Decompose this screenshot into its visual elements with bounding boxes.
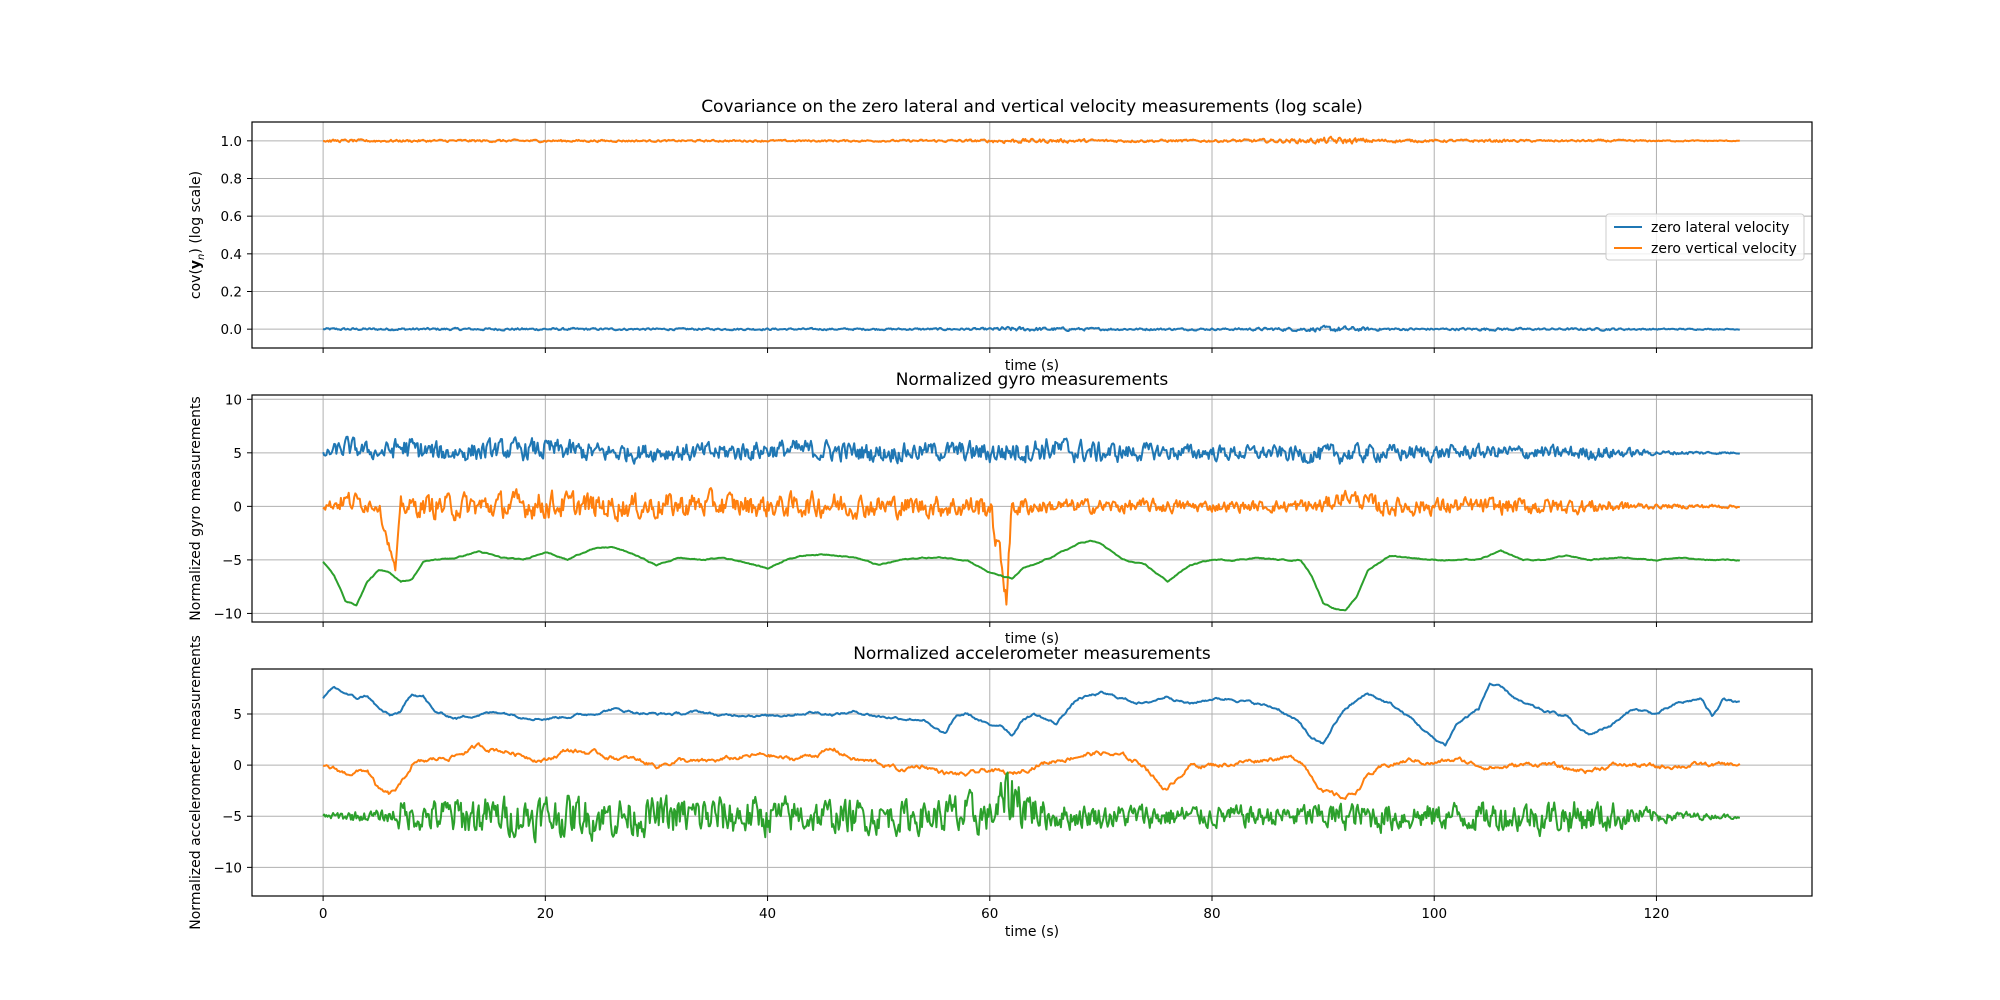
y-tick-label: 5 <box>233 707 242 723</box>
x-tick-label: 20 <box>537 906 554 922</box>
series-line-3 <box>322 771 1741 844</box>
y-tick-label: 0 <box>233 499 242 515</box>
x-tick-label: 100 <box>1421 906 1447 922</box>
legend-entry: zero vertical velocity <box>1651 241 1797 257</box>
y-tick-label: −5 <box>222 809 242 825</box>
y-tick-label: 0.6 <box>221 209 242 225</box>
series-line-2 <box>322 487 1740 606</box>
y-tick-label: 10 <box>225 392 242 408</box>
x-tick-label: 60 <box>981 906 998 922</box>
y-tick-label: 0.0 <box>221 322 242 338</box>
y-tick-label: 0.4 <box>221 247 242 263</box>
axes-frame <box>251 121 1813 349</box>
x-axis-label: time (s) <box>1005 358 1059 374</box>
y-tick-label: 0 <box>233 758 242 774</box>
subplot-title: Normalized accelerometer measurements <box>853 644 1211 664</box>
y-tick-label: 0.2 <box>221 285 242 301</box>
y-tick-label: 0.8 <box>221 172 242 188</box>
legend-entry: zero lateral velocity <box>1651 220 1789 236</box>
subplot-title: Normalized gyro measurements <box>896 370 1169 390</box>
series-line-3 <box>322 539 1741 612</box>
x-tick-label: 40 <box>759 906 776 922</box>
x-tick-label: 0 <box>319 906 328 922</box>
series-line-1 <box>322 324 1740 333</box>
y-tick-label: −10 <box>214 606 243 622</box>
x-axis-label: time (s) <box>1005 924 1059 940</box>
subplot-accelerometer: 0 20 40 60 80 100 120 −10 −5 0 5 Normalized acceler… <box>188 635 1813 940</box>
series-line-2 <box>323 135 1741 145</box>
series-line-2 <box>322 742 1741 800</box>
axes-frame <box>251 668 1813 897</box>
subplot-title: Covariance on the zero lateral and verti… <box>701 97 1363 117</box>
axes-frame <box>251 394 1813 623</box>
y-tick-label: 1.0 <box>221 134 242 150</box>
y-tick-label: 5 <box>233 446 242 462</box>
series-line-1 <box>322 435 1741 465</box>
x-tick-label: 80 <box>1203 906 1220 922</box>
y-tick-label: −5 <box>222 553 242 569</box>
x-tick-label: 120 <box>1644 906 1670 922</box>
series-line-1 <box>322 682 1740 747</box>
subplot-gyro: −10 −5 0 5 10 Normalized gyro measurements tim… <box>188 370 1813 647</box>
subplot-covariance: 0.0 0.2 0.4 0.6 0.8 1.0 Covariance on the zero… <box>188 97 1813 374</box>
x-axis-label: time (s) <box>1005 631 1059 647</box>
y-axis-label: cov(yn) (log scale) <box>188 171 207 299</box>
y-axis-label: Normalized gyro measurements <box>188 396 204 620</box>
legend-box <box>1605 213 1805 261</box>
legend: zero lateral velocity zero vertical veloc… <box>1605 213 1805 261</box>
y-axis-label: Normalized accelerometer measurements <box>188 635 204 929</box>
y-tick-label: −10 <box>214 860 243 876</box>
